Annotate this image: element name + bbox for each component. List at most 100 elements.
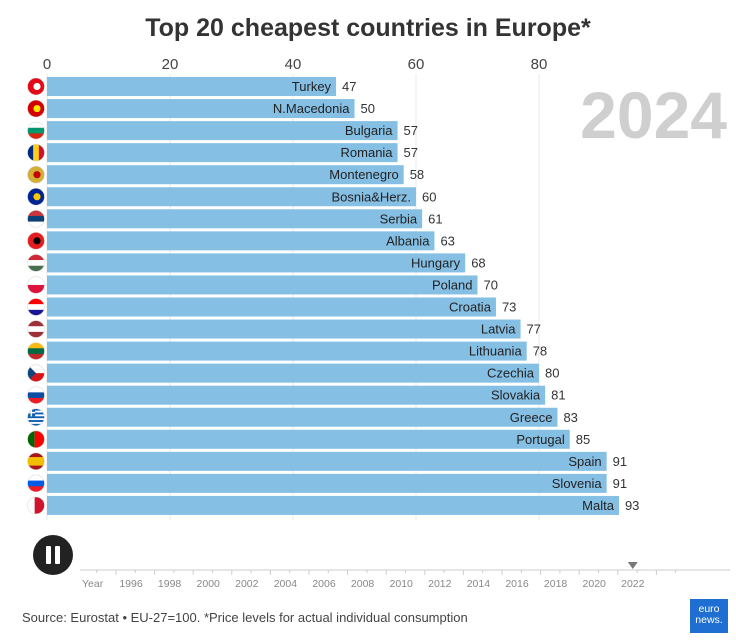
bar: [47, 165, 404, 185]
bar-category-label: Malta: [582, 498, 615, 513]
source-note: Source: Eurostat • EU-27=100. *Price lev…: [22, 610, 468, 625]
latvia-flag-icon: [27, 320, 45, 338]
bar: [47, 275, 478, 295]
bar-category-label: Albania: [386, 233, 430, 248]
bar-value-label: 85: [576, 432, 590, 447]
x-tick-label: 20: [162, 56, 179, 73]
romania-flag-icon: [27, 143, 45, 162]
bar-category-label: Spain: [568, 454, 601, 469]
timeline-year-label[interactable]: 2006: [312, 578, 336, 590]
bulgaria-flag-icon: [27, 121, 45, 140]
country-flags: [27, 77, 45, 515]
euronews-logo: euro news.: [690, 599, 728, 633]
timeline-year-label[interactable]: 2010: [390, 578, 414, 590]
bar-value-label: 60: [422, 189, 436, 204]
bar-value-label: 61: [428, 211, 442, 226]
montenegro-flag-icon: [27, 165, 45, 184]
bar-category-label: Bosnia&Herz.: [332, 189, 411, 204]
x-tick-label: 80: [531, 56, 548, 73]
bar-category-label: Slovakia: [491, 388, 541, 403]
poland-flag-icon: [27, 276, 45, 294]
bar-value-label: 50: [361, 101, 375, 116]
bar: [47, 297, 496, 317]
timeline-year-label[interactable]: 2008: [351, 578, 375, 590]
current-year-label: 2024: [580, 78, 727, 152]
x-tick-label: 40: [285, 56, 302, 73]
bar: [47, 143, 398, 163]
north-macedonia-flag-icon: [27, 99, 45, 118]
timeline-marker-icon[interactable]: [627, 562, 638, 569]
logo-line-1: euro: [698, 603, 720, 615]
bar-category-label: Serbia: [380, 211, 418, 226]
bar: [47, 363, 539, 383]
pause-icon: [46, 546, 51, 564]
bar-category-label: Lithuania: [469, 344, 523, 359]
timeline-year-label[interactable]: 2014: [467, 578, 491, 590]
bar-category-label: Czechia: [487, 366, 535, 381]
bar: [47, 341, 527, 361]
bar-value-label: 70: [484, 277, 498, 292]
bar: [47, 451, 607, 471]
bar: [47, 319, 521, 339]
croatia-flag-icon: [27, 298, 45, 316]
bar-category-label: Bulgaria: [345, 123, 393, 138]
bar-value-label: 91: [613, 476, 627, 491]
spain-flag-icon: [27, 452, 45, 471]
bar: [47, 77, 337, 96]
bar: [47, 385, 546, 405]
timeline-year-label[interactable]: 2000: [197, 578, 221, 590]
timeline-year-label[interactable]: 2016: [505, 578, 529, 590]
bar: [47, 473, 607, 493]
bar-value-label: 73: [502, 300, 516, 315]
timeline-year-label[interactable]: 2004: [274, 578, 298, 590]
pause-button[interactable]: [33, 535, 73, 575]
bar-category-label: Croatia: [449, 300, 492, 315]
bar-value-label: 57: [404, 145, 418, 160]
czechia-flag-icon: [27, 364, 45, 382]
pause-icon-bar: [55, 546, 60, 564]
x-tick-label: 0: [43, 56, 51, 73]
bar-value-label: 68: [471, 255, 485, 270]
timeline-year-label[interactable]: 1996: [119, 578, 143, 590]
bar-category-label: Montenegro: [329, 167, 398, 182]
bar-category-label: Romania: [341, 145, 394, 160]
bar: [47, 253, 466, 273]
year-timeline[interactable]: Year 1996 1998 2000 2002 2004 2006 2008 2010 2012…: [80, 562, 730, 590]
bar: [47, 495, 619, 515]
timeline-axis-label: Year: [82, 578, 104, 590]
bar: [47, 429, 570, 449]
bar-value-label: 47: [342, 79, 356, 94]
bar-value-label: 57: [404, 123, 418, 138]
timeline-year-label[interactable]: 2022: [621, 578, 645, 590]
bar-value-label: 91: [613, 454, 627, 469]
serbia-flag-icon: [27, 210, 45, 228]
timeline-year-label[interactable]: 2002: [235, 578, 259, 590]
bar-category-label: Latvia: [481, 322, 516, 337]
slovenia-flag-icon: [27, 474, 45, 493]
bar: [47, 209, 423, 229]
chart-title: Top 20 cheapest countries in Europe*: [145, 14, 591, 42]
timeline-year-label[interactable]: 2020: [583, 578, 607, 590]
turkey-flag-icon: [27, 77, 45, 96]
bar-value-label: 81: [551, 388, 565, 403]
bar: [47, 407, 558, 427]
hungary-flag-icon: [27, 254, 45, 272]
bar-value-label: 63: [440, 233, 454, 248]
timeline-year-label[interactable]: 2012: [428, 578, 452, 590]
slovakia-flag-icon: [27, 386, 45, 405]
bar-value-label: 78: [533, 344, 547, 359]
bar-category-label: Hungary: [411, 255, 461, 270]
bar-category-label: Portugal: [516, 432, 565, 447]
malta-flag-icon: [27, 496, 45, 515]
bars: Turkey 47 N.Macedonia 50 Bulgaria 57 Romania 57…: [47, 77, 639, 515]
albania-flag-icon: [27, 232, 45, 250]
bar-value-label: 80: [545, 366, 559, 381]
bar-category-label: Slovenia: [552, 476, 603, 491]
bar: [47, 121, 398, 141]
lithuania-flag-icon: [27, 342, 45, 360]
timeline-year-label[interactable]: 1998: [158, 578, 182, 590]
bar-value-label: 83: [563, 410, 577, 425]
bar: [47, 187, 416, 207]
timeline-year-label[interactable]: 2018: [544, 578, 568, 590]
bar-category-label: N.Macedonia: [273, 101, 350, 116]
